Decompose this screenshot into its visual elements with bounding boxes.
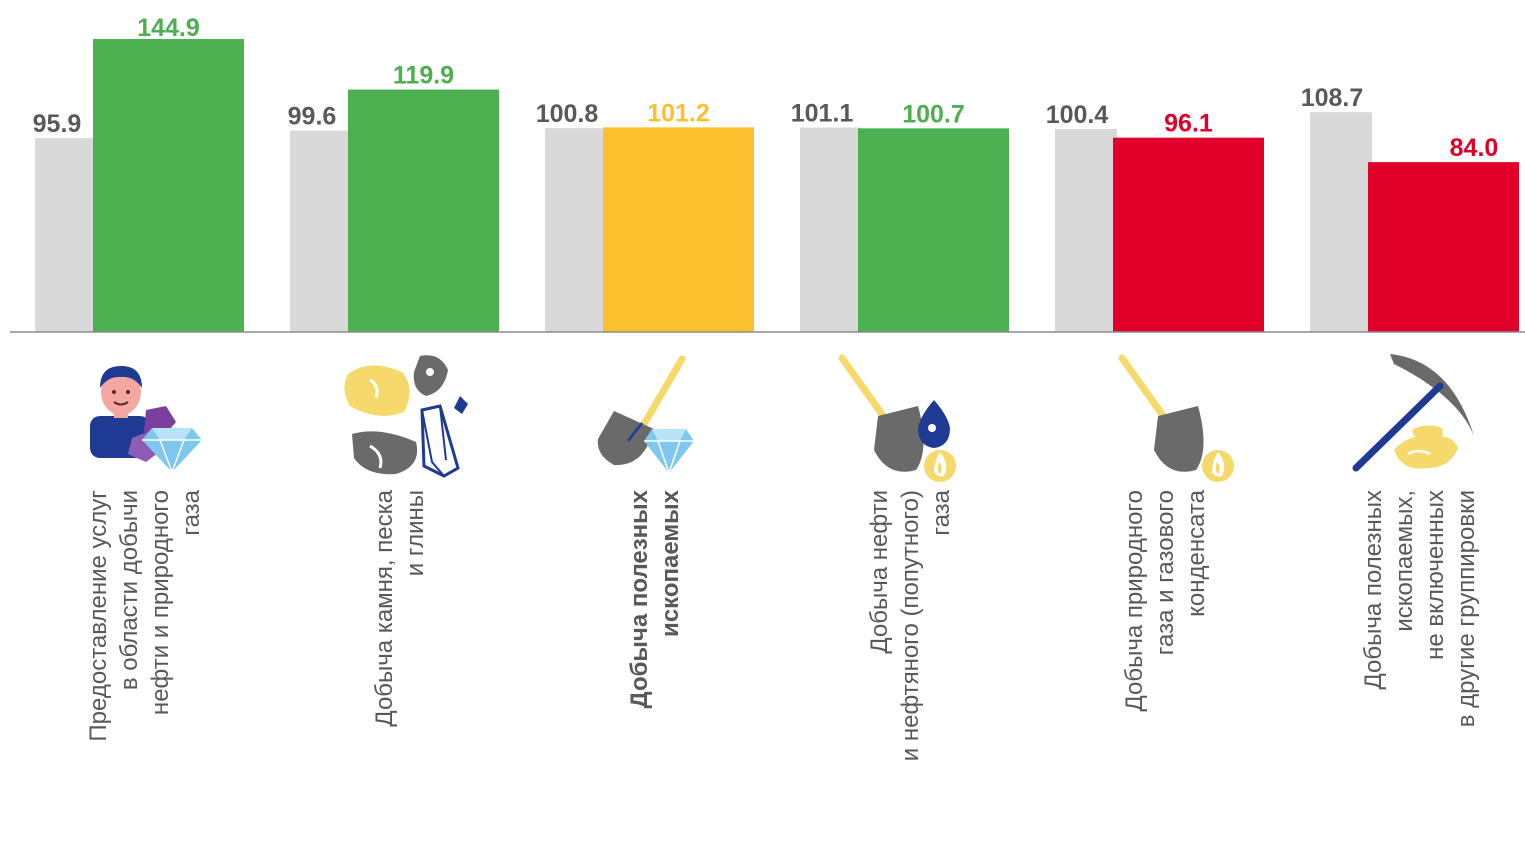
value-label-current-4: 100.7 bbox=[902, 100, 965, 128]
category-label-line: в другие группировки bbox=[1453, 490, 1480, 728]
stones-and-crystal-icon bbox=[340, 350, 470, 480]
category-label-line: в области добычи bbox=[116, 490, 143, 691]
category-label-line: нефти и природного bbox=[147, 490, 174, 716]
value-label-current-5: 96.1 bbox=[1164, 110, 1213, 138]
category-label-line: газа и газового bbox=[1151, 490, 1179, 656]
value-label-current-2: 119.9 bbox=[393, 62, 454, 90]
value-label-previous-6: 108.7 bbox=[1301, 84, 1364, 112]
value-label-current-3: 101.2 bbox=[647, 99, 710, 127]
category-label-line: Добыча полезных bbox=[1360, 490, 1387, 690]
value-label-current-1: 144.9 bbox=[137, 14, 200, 42]
bar-current-5 bbox=[1113, 137, 1264, 332]
bar-current-1 bbox=[93, 39, 244, 332]
category-label-line: Добыча природного bbox=[1120, 490, 1148, 712]
shovel-with-diamond-icon bbox=[594, 355, 724, 485]
category-label-line: конденсата bbox=[1182, 490, 1210, 617]
value-label-previous-4: 101.1 bbox=[791, 100, 854, 128]
category-label-line: Добыча полезных bbox=[626, 490, 653, 709]
bar-current-2 bbox=[348, 89, 499, 333]
category-label-1: Предоставление услуг в области добычи нефт… bbox=[70, 490, 220, 820]
worker-with-gems-icon bbox=[84, 358, 214, 488]
category-label-line: и глины bbox=[402, 490, 429, 577]
bar-previous-3 bbox=[545, 128, 607, 332]
value-label-previous-1: 95.9 bbox=[33, 110, 82, 138]
shovel-flame-icon bbox=[1118, 354, 1248, 484]
category-label-3: Добыча полезных ископаемых bbox=[580, 490, 730, 820]
pickaxe-with-gold-icon bbox=[1350, 350, 1480, 480]
category-label-line: ископаемых, bbox=[1391, 490, 1418, 632]
category-label-line: не включенных bbox=[1422, 490, 1449, 660]
bar-current-6 bbox=[1368, 162, 1519, 332]
bar-previous-4 bbox=[800, 127, 862, 332]
shovel-oil-drop-flame-icon bbox=[838, 354, 968, 484]
value-label-previous-2: 99.6 bbox=[288, 103, 337, 131]
bar-current-4 bbox=[858, 128, 1009, 332]
bar-previous-1 bbox=[35, 138, 97, 332]
category-label-line: газа bbox=[178, 490, 205, 536]
value-label-previous-5: 100.4 bbox=[1046, 101, 1109, 129]
category-label-5: Добыча природного газа и газового конденса… bbox=[1090, 490, 1240, 820]
category-label-4: Добыча нефти и нефтяного (попутного) газа bbox=[835, 490, 985, 820]
bar-previous-2 bbox=[290, 130, 352, 332]
bar-current-3 bbox=[603, 127, 754, 332]
category-label-2: Добыча камня, песка и глины bbox=[325, 490, 475, 820]
category-label-6: Добыча полезных ископаемых, не включенных в… bbox=[1345, 490, 1495, 820]
category-label-line: Добыча нефти bbox=[865, 490, 893, 654]
category-label-line: газа bbox=[927, 490, 955, 536]
bar-previous-5 bbox=[1055, 128, 1117, 332]
category-label-line: и нефтяного (попутного) bbox=[896, 490, 924, 762]
bar-previous-6 bbox=[1310, 112, 1372, 332]
category-label-line: Предоставление услуг bbox=[85, 490, 112, 742]
category-label-line: ископаемых bbox=[657, 490, 684, 637]
category-label-line: Добыча камня, песка bbox=[371, 490, 398, 727]
value-label-previous-3: 100.8 bbox=[536, 100, 599, 128]
value-label-current-6: 84.0 bbox=[1450, 134, 1499, 162]
